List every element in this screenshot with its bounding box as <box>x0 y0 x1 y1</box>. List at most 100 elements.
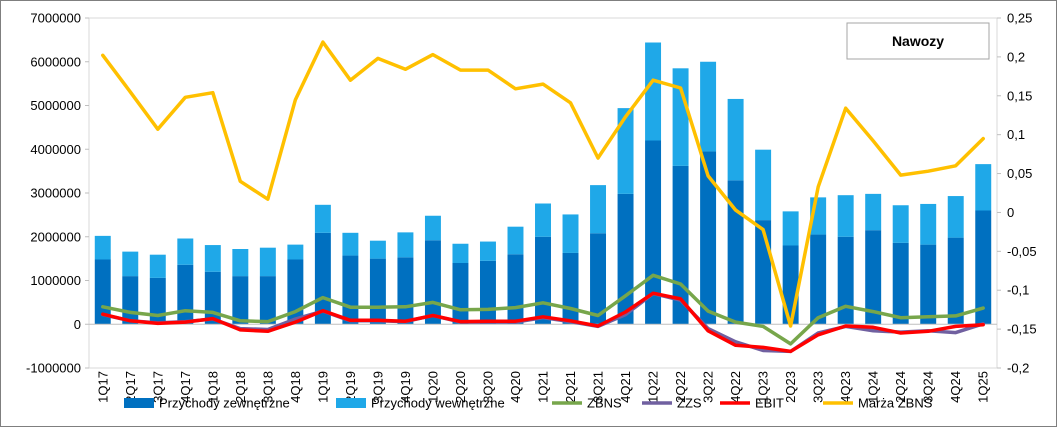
x-axis-tick-label: 3Q22 <box>701 371 716 403</box>
bar-przychody-wewn-trzne-1Q17 <box>94 235 111 260</box>
left-axis-tick-label: 6000000 <box>30 54 81 69</box>
x-axis-tick-label: 2Q24 <box>893 371 908 403</box>
bar-przychody-wewn-trzne-2Q21 <box>562 214 579 253</box>
x-axis-tick-label: 4Q22 <box>728 371 743 403</box>
bar-layer <box>94 42 992 325</box>
bar-przychody-wewn-trzne-2Q17 <box>122 251 139 277</box>
x-axis-tick-label: 4Q24 <box>948 371 963 403</box>
bar-przychody-zewn-trzne-4Q17 <box>177 264 194 325</box>
bar-przychody-zewn-trzne-2Q24 <box>892 242 909 325</box>
legend-swatch-przychody-wewn-trzne <box>336 398 366 408</box>
legend-swatch-przychody-zewn-trzne <box>124 398 154 408</box>
x-axis-tick-label: 2Q20 <box>453 371 468 403</box>
x-axis-tick-label: 4Q19 <box>398 371 413 403</box>
x-axis-tick-label: 1Q21 <box>536 371 551 403</box>
legend-label-ebit: EBIT <box>755 396 784 411</box>
bar-przychody-zewn-trzne-1Q25 <box>975 210 992 325</box>
bar-przychody-zewn-trzne-1Q24 <box>865 230 882 325</box>
bar-przychody-zewn-trzne-3Q23 <box>810 234 827 325</box>
legend-label-przychody-wewn-trzne: Przychody wewnętrzne <box>371 396 505 411</box>
bar-przychody-wewn-trzne-1Q23 <box>755 149 772 221</box>
x-axis-tick-label: 4Q23 <box>838 371 853 403</box>
right-axis-tick-label: -0,05 <box>1007 244 1037 259</box>
right-axis-tick-label: 0,2 <box>1007 49 1025 64</box>
left-axis: -1000000 0 1000000 2000000 3000000 4000000 500… <box>26 11 89 376</box>
bar-przychody-zewn-trzne-3Q22 <box>700 151 717 325</box>
bar-przychody-wewn-trzne-2Q20 <box>452 243 469 263</box>
bar-przychody-wewn-trzne-1Q21 <box>535 203 551 237</box>
bar-przychody-wewn-trzne-1Q20 <box>424 215 441 241</box>
bar-przychody-zewn-trzne-3Q20 <box>479 260 496 325</box>
bar-przychody-wewn-trzne-1Q24 <box>865 193 882 231</box>
bar-przychody-zewn-trzne-4Q23 <box>837 236 854 325</box>
x-axis-tick-label: 4Q21 <box>618 371 633 403</box>
x-axis-tick-label: 3Q23 <box>811 371 826 403</box>
bar-przychody-wewn-trzne-4Q17 <box>177 238 194 265</box>
bar-przychody-zewn-trzne-3Q17 <box>149 277 166 325</box>
x-axis-tick-label: 2Q17 <box>123 371 138 403</box>
bar-przychody-zewn-trzne-2Q22 <box>672 165 689 325</box>
x-axis-tick-label: 2Q21 <box>563 371 578 403</box>
left-axis-tick-label: 7000000 <box>30 11 81 26</box>
left-axis-tick-label: -1000000 <box>26 361 81 376</box>
bar-przychody-wewn-trzne-3Q19 <box>369 240 386 259</box>
right-axis-tick-label: 0 <box>1007 205 1014 220</box>
bar-przychody-zewn-trzne-3Q18 <box>259 276 276 325</box>
bar-przychody-zewn-trzne-4Q21 <box>617 193 634 325</box>
bar-przychody-wewn-trzne-2Q22 <box>672 68 689 166</box>
x-axis-tick-label: 1Q20 <box>425 371 440 403</box>
left-axis-tick-label: 3000000 <box>30 186 81 201</box>
x-axis-tick-label: 2Q19 <box>343 371 358 403</box>
right-axis-tick-label: 0,05 <box>1007 166 1032 181</box>
bar-przychody-zewn-trzne-4Q24 <box>947 237 964 325</box>
bar-przychody-zewn-trzne-1Q20 <box>424 240 441 325</box>
left-axis-tick-label: 2000000 <box>30 229 81 244</box>
bar-przychody-wewn-trzne-3Q21 <box>590 185 607 234</box>
x-axis-tick-label: 3Q17 <box>150 371 165 403</box>
bar-przychody-zewn-trzne-2Q21 <box>562 252 579 325</box>
legend-label-przychody-zewn-trzne: Przychody zewnętrzne <box>159 396 290 411</box>
bar-przychody-zewn-trzne-4Q19 <box>397 257 414 325</box>
right-axis-tick-label: 0,15 <box>1007 88 1032 103</box>
bar-przychody-wewn-trzne-4Q19 <box>397 232 414 258</box>
bar-przychody-zewn-trzne-3Q24 <box>920 244 937 325</box>
x-axis-tick-label: 1Q17 <box>95 371 110 403</box>
x-axis-tick-label: 1Q24 <box>866 371 881 403</box>
x-axis-tick-label: 2Q22 <box>673 371 688 403</box>
bar-przychody-zewn-trzne-1Q18 <box>204 271 221 325</box>
bar-przychody-wewn-trzne-3Q24 <box>920 203 937 245</box>
bar-przychody-zewn-trzne-4Q20 <box>507 254 524 325</box>
bar-przychody-wewn-trzne-1Q22 <box>645 42 662 141</box>
x-axis-tick-label: 1Q18 <box>205 371 220 403</box>
bar-przychody-wewn-trzne-3Q20 <box>479 241 496 261</box>
x-axis-tick-label: 3Q24 <box>921 371 936 403</box>
left-axis-tick-label: 0 <box>74 317 81 332</box>
bar-przychody-zewn-trzne-2Q20 <box>452 263 469 325</box>
x-axis-tick-label: 2Q18 <box>233 371 248 403</box>
right-axis-tick-label: 0,25 <box>1007 11 1032 26</box>
bar-przychody-wewn-trzne-1Q18 <box>204 245 221 272</box>
title-box: Nawozy <box>846 22 990 60</box>
x-axis-tick-label: 3Q18 <box>260 371 275 403</box>
bar-przychody-zewn-trzne-3Q19 <box>369 258 386 325</box>
x-axis: 1Q17 2Q17 3Q17 4Q17 1Q18 2Q18 3Q18 4Q18 1Q19 2Q19… <box>95 371 990 403</box>
x-axis-tick-label: 1Q25 <box>976 371 991 403</box>
bar-przychody-zewn-trzne-2Q17 <box>122 276 139 325</box>
x-axis-tick-label: 2Q23 <box>783 371 798 403</box>
left-axis-tick-label: 4000000 <box>30 142 81 157</box>
left-axis-tick-label: 1000000 <box>30 273 81 288</box>
title-box-frame <box>846 22 990 60</box>
bar-przychody-zewn-trzne-3Q21 <box>590 233 607 325</box>
legend-label-mar-a-zbns: Marża ZBNS <box>858 396 933 411</box>
legend-label-zzs: ZZS <box>677 396 702 411</box>
bar-przychody-wewn-trzne-2Q18 <box>232 249 249 277</box>
bar-przychody-zewn-trzne-1Q21 <box>535 236 551 325</box>
x-axis-tick-label: 3Q19 <box>370 371 385 403</box>
bar-przychody-zewn-trzne-4Q22 <box>727 180 744 325</box>
x-axis-tick-label: 1Q22 <box>646 371 661 403</box>
bar-przychody-wewn-trzne-1Q19 <box>314 204 331 233</box>
x-axis-tick-label: 3Q21 <box>591 371 606 403</box>
line-layer <box>101 40 985 354</box>
right-axis-tick-label: -0,1 <box>1007 283 1029 298</box>
